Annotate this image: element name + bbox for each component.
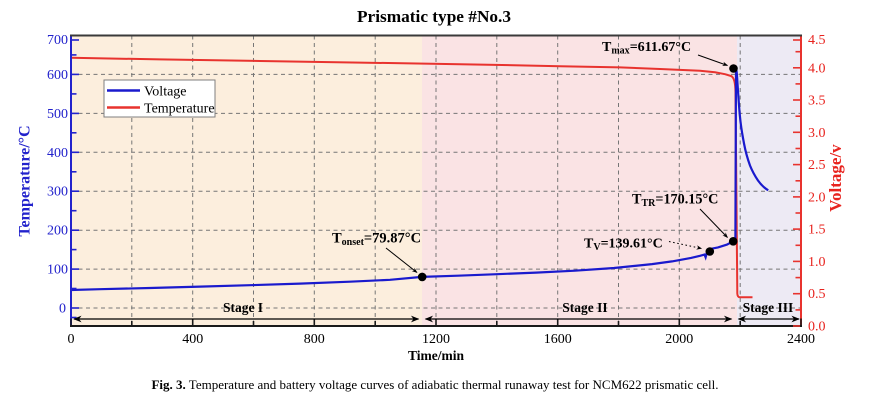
- svg-text:Time/min: Time/min: [408, 348, 464, 363]
- svg-text:2.5: 2.5: [808, 158, 826, 173]
- svg-text:4.0: 4.0: [808, 61, 826, 76]
- svg-text:3.5: 3.5: [808, 94, 826, 109]
- svg-text:200: 200: [47, 224, 68, 239]
- svg-text:Temperature/°C: Temperature/°C: [17, 125, 34, 236]
- svg-text:400: 400: [182, 332, 203, 347]
- svg-text:1.5: 1.5: [808, 223, 826, 238]
- svg-text:4.5: 4.5: [808, 33, 826, 48]
- svg-text:500: 500: [47, 107, 68, 122]
- svg-text:TV=139.61°C: TV=139.61°C: [584, 237, 663, 254]
- svg-text:Voltage: Voltage: [144, 85, 187, 100]
- svg-text:Stage III: Stage III: [743, 300, 794, 315]
- svg-text:700: 700: [47, 33, 68, 48]
- svg-text:Fig. 3. Temperature and batter: Fig. 3. Temperature and battery voltage …: [151, 377, 718, 392]
- svg-text:800: 800: [304, 332, 325, 347]
- svg-text:2000: 2000: [665, 332, 693, 347]
- svg-text:0: 0: [68, 332, 75, 347]
- svg-text:1600: 1600: [544, 332, 572, 347]
- svg-text:1.0: 1.0: [808, 255, 826, 270]
- svg-text:0: 0: [59, 302, 66, 317]
- svg-text:Prismatic type #No.3: Prismatic type #No.3: [357, 7, 511, 26]
- svg-text:1200: 1200: [422, 332, 450, 347]
- svg-text:600: 600: [47, 68, 68, 83]
- svg-text:Stage I: Stage I: [223, 300, 263, 315]
- svg-text:0.5: 0.5: [808, 287, 826, 302]
- svg-text:3.0: 3.0: [808, 126, 826, 141]
- svg-text:Temperature: Temperature: [144, 102, 215, 117]
- svg-text:Stage II: Stage II: [562, 300, 607, 315]
- svg-text:2400: 2400: [787, 332, 815, 347]
- svg-text:Voltage/v: Voltage/v: [826, 144, 845, 212]
- svg-text:2.0: 2.0: [808, 190, 826, 205]
- svg-text:100: 100: [47, 263, 68, 278]
- svg-text:300: 300: [47, 185, 68, 200]
- svg-text:400: 400: [47, 146, 68, 161]
- svg-text:0.0: 0.0: [808, 320, 826, 335]
